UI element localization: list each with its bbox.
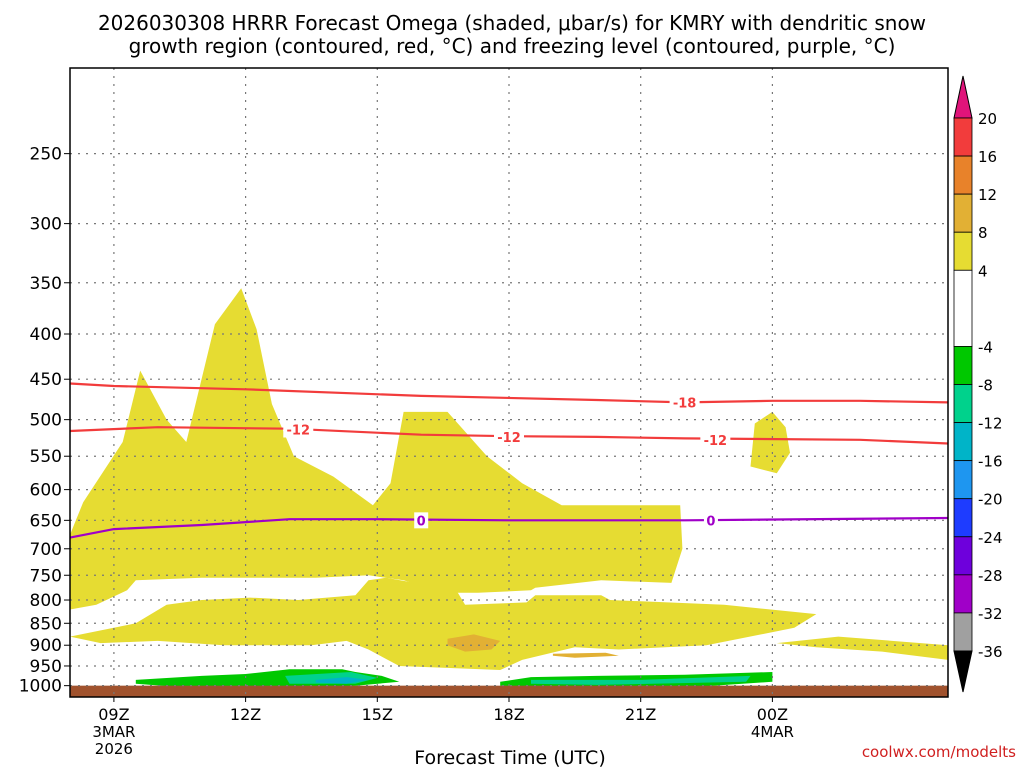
colorbar-label-5: -4: [978, 338, 993, 356]
x-axis-label: Forecast Time (UTC): [414, 747, 605, 768]
omega-region-ascent-cell-00z: [750, 411, 790, 474]
omega-shading: [70, 288, 948, 690]
omega-region-descent-core-right: [531, 675, 751, 685]
omega-region-ascent-main: [70, 577, 817, 670]
colorbar-bin-0: [953, 117, 973, 157]
colorbar-label-3: 8: [978, 224, 988, 242]
y-tick-label-400: 400: [30, 325, 62, 345]
y-tick-label-700: 700: [30, 540, 62, 560]
y-tick-label-1000: 1000: [19, 677, 62, 697]
contour-label-bg-freezing-level-1: [414, 512, 429, 529]
chart-title-line2: growth region (contoured, red, °C) and f…: [129, 34, 896, 58]
colorbar-label-12: -32: [978, 605, 1003, 623]
y-tick-label-950: 950: [30, 657, 62, 677]
colorbar-bin-5: [953, 346, 973, 385]
chart-title-line1: 2026030308 HRRR Forecast Omega (shaded, …: [98, 11, 926, 35]
contour-line-dgz-minus18: [69, 382, 949, 404]
contour-label-freezing-level-2: 0: [706, 514, 715, 529]
credit-text: coolwx.com/modelts: [862, 743, 1016, 761]
y-tick-label-800: 800: [30, 591, 62, 611]
x-tick-year-09Z: 2026: [95, 740, 133, 758]
contour-line-freezing-level: [69, 516, 949, 539]
x-tick-label-00Z: 00Z: [757, 705, 788, 724]
colorbar-label-11: -28: [978, 567, 1003, 585]
y-tick-label-350: 350: [30, 274, 62, 294]
colorbar-bin-11: [953, 574, 973, 614]
x-tick-label-15Z: 15Z: [362, 705, 393, 724]
omega-region-ascent-strip-20z: [552, 652, 619, 658]
colorbar-bin-2: [953, 193, 973, 233]
colorbar-label-2: 12: [978, 186, 997, 204]
colorbar: 20 16 12 8 4 -4 -8 -12 -16 -20 -24 -28 -32 -36: [953, 75, 1003, 693]
omega-region-ascent-max-18z: [447, 634, 501, 652]
y-tick-label-750: 750: [30, 566, 62, 586]
colorbar-bin-6: [953, 384, 973, 423]
colorbar-label-1: 16: [978, 148, 997, 166]
y-tick-label-250: 250: [30, 145, 62, 165]
x-tick-label-09Z: 09Z: [98, 705, 129, 724]
contour-label-bg-freezing-level-2: [703, 512, 718, 529]
contour-label-freezing-level-1: 0: [417, 514, 426, 529]
colorbar-label-8: -16: [978, 453, 1003, 471]
contour-label-bg-dgz-minus12-1: [283, 421, 314, 438]
colorbar-bin-1: [953, 155, 973, 195]
y-tick-label-650: 650: [30, 511, 62, 531]
colorbar-bin-9: [953, 498, 973, 538]
contour-label-bg-dgz-minus12-2: [494, 428, 524, 445]
gridlines: [70, 68, 948, 697]
colorbar-bin-7: [953, 422, 973, 462]
contours: -18 -12 -12 -12 0 0: [69, 382, 949, 539]
contour-label-dgz-minus18-1: -18: [673, 396, 697, 411]
y-tick-label-600: 600: [30, 481, 62, 501]
colorbar-label-4: 4: [978, 262, 988, 280]
contour-label-dgz-minus12-3: -12: [704, 434, 728, 449]
colorbar-bin-12: [953, 612, 973, 652]
y-tick-label-450: 450: [30, 370, 62, 390]
y-tick-label-850: 850: [30, 614, 62, 634]
colorbar-bin-10: [953, 536, 973, 576]
colorbar-label-13: -36: [978, 643, 1003, 661]
omega-region-ascent-upper: [70, 288, 683, 610]
colorbar-bin-3: [953, 231, 973, 271]
x-tick-label-21Z: 21Z: [625, 705, 656, 724]
colorbar-over-triangle: [953, 75, 973, 119]
colorbar-under-triangle: [953, 650, 973, 693]
colorbar-label-0: 20: [978, 110, 997, 128]
colorbar-bin-8: [953, 460, 973, 500]
contour-label-dgz-minus12-1: -12: [287, 423, 311, 438]
omega-region-descent-cyan: [315, 677, 369, 684]
colorbar-label-9: -20: [978, 491, 1003, 509]
colorbar-label-6: -8: [978, 377, 993, 395]
y-axis: 2503003504004505005506006507007508008509…: [19, 145, 70, 697]
colorbar-label-10: -24: [978, 529, 1003, 547]
colorbar-label-7: -12: [978, 415, 1003, 433]
contour-label-bg-dgz-minus12-3: [700, 431, 731, 448]
colorbar-bin-4: [953, 269, 973, 347]
surface-ground: [70, 685, 948, 697]
x-tick-date-09Z: 3MAR: [92, 723, 135, 741]
x-tick-label-18Z: 18Z: [493, 705, 524, 724]
y-tick-label-300: 300: [30, 215, 62, 235]
x-tick-date-00Z: 4MAR: [751, 723, 794, 741]
omega-region-ascent-sfc-right: [776, 636, 948, 660]
x-tick-label-12Z: 12Z: [230, 705, 261, 724]
y-tick-label-500: 500: [30, 411, 62, 431]
y-tick-label-900: 900: [30, 636, 62, 656]
y-tick-label-550: 550: [30, 447, 62, 467]
contour-label-bg-dgz-minus18-1: [669, 394, 700, 411]
contour-label-dgz-minus12-2: -12: [497, 431, 521, 446]
